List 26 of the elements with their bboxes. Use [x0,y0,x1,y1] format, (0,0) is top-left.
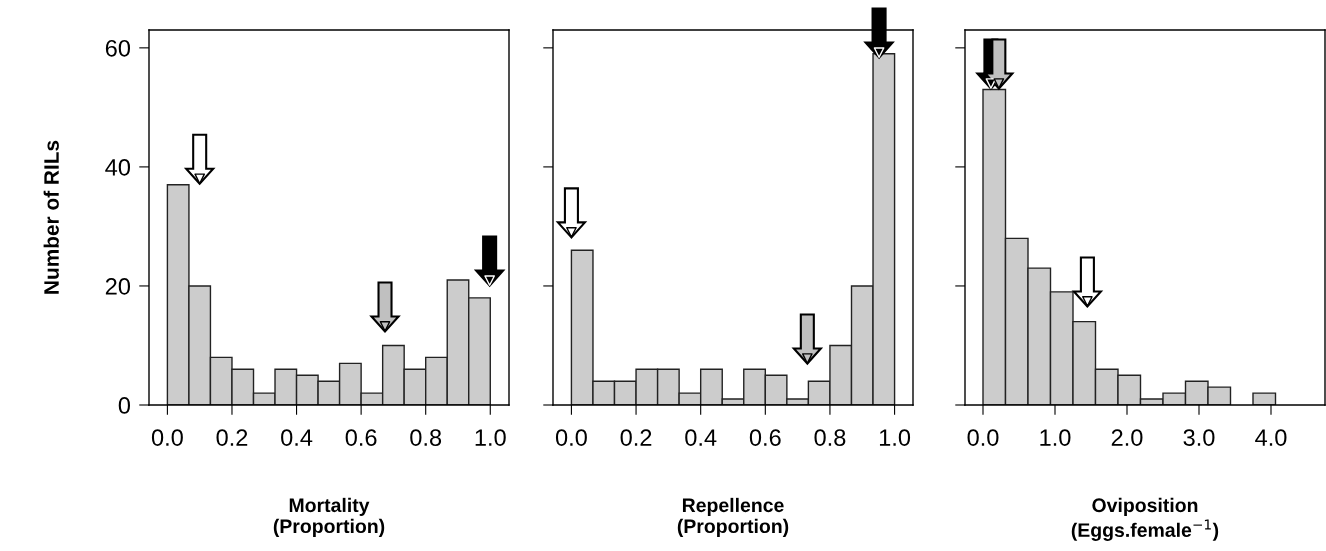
x-tick-label: 1.0 [475,429,506,446]
x-tick-label: 0.6 [345,429,377,446]
y-axis-title: Number of RILs [43,140,59,294]
x-tick-label: 0.0 [555,429,587,446]
point [484,275,495,286]
x-tick-label: 0.0 [967,429,999,446]
x-tick-label: 0.4 [281,429,313,446]
y-tick-label: 20 [105,278,131,295]
x-tick-label: 0.2 [216,429,248,446]
x-tick-label: 0.4 [685,429,717,446]
x-tick-label: 0.8 [410,429,442,446]
x-tick-label: 1.0 [1040,429,1071,446]
x-tick-label: 0.0 [151,429,183,446]
x-axis-title: Repellence (Proportion) [677,497,789,537]
y-tick-label: 60 [105,39,131,57]
x-axis-title: Oviposition (Eggs.female$^{−1}$) [1071,497,1219,541]
x-tick-label: 1.0 [879,429,911,446]
x-tick-label: 3.0 [1183,429,1215,446]
y-tick-label: 40 [105,158,131,176]
x-tick-label: 4.0 [1255,429,1287,446]
y-tick-label: 0 [118,397,131,414]
x-tick-label: 2.0 [1111,429,1143,446]
x-axis-title: Mortality (Proportion) [273,497,385,537]
x-tick-label: 0.2 [620,429,652,446]
x-tick-label: 0.8 [814,429,846,446]
x-tick-label: 0.6 [749,429,781,446]
